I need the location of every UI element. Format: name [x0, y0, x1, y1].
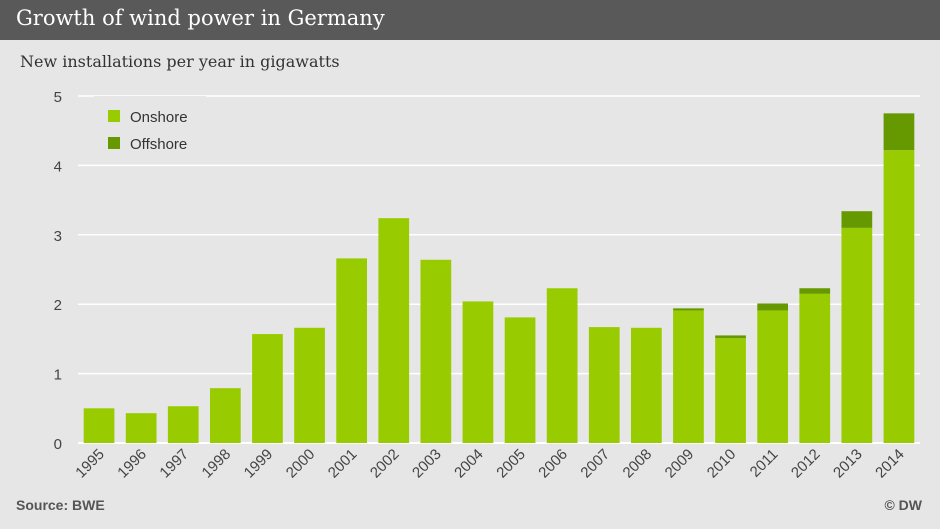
bar-onshore-2004 — [462, 301, 494, 443]
x-tick-label: 2013 — [830, 446, 866, 482]
bar-onshore-2002 — [378, 218, 410, 443]
bar-onshore-2012 — [799, 293, 831, 443]
bar-onshore-1999 — [252, 334, 283, 443]
x-tick-label: 1998 — [199, 446, 235, 482]
y-tick-label: 0 — [54, 436, 62, 453]
legend-swatch-onshore — [108, 110, 120, 122]
chart-title: Growth of wind power in Germany — [16, 6, 385, 30]
bar-onshore-2009 — [673, 310, 704, 443]
bars — [83, 113, 915, 443]
source-note: Source: BWE — [16, 497, 105, 513]
bar-onshore-2007 — [588, 327, 620, 443]
x-tick-label: 2002 — [367, 446, 403, 482]
x-tick-label: 1997 — [156, 446, 192, 482]
credit-note: © DW — [884, 497, 922, 513]
bar-onshore-2006 — [546, 288, 578, 443]
bar-onshore-2014 — [883, 150, 915, 443]
bar-onshore-2013 — [841, 227, 873, 443]
bar-onshore-2003 — [420, 259, 452, 443]
bar-onshore-2005 — [504, 317, 536, 443]
bar-offshore-2012 — [799, 288, 831, 294]
x-tick-label: 2008 — [620, 446, 656, 482]
y-tick-label: 5 — [54, 89, 62, 106]
x-tick-label: 2012 — [788, 446, 824, 482]
x-tick-label: 2014 — [872, 446, 908, 482]
bar-onshore-1996 — [125, 413, 157, 443]
x-tick-label: 1996 — [114, 446, 150, 482]
bar-onshore-2010 — [715, 338, 746, 443]
bar-onshore-1998 — [209, 388, 241, 443]
legend: Onshore Offshore — [94, 96, 206, 160]
bar-onshore-2001 — [336, 258, 368, 443]
legend-swatch-offshore — [108, 137, 120, 149]
legend-label-offshore: Offshore — [130, 136, 187, 153]
bar-offshore-2011 — [757, 303, 789, 311]
legend-label-onshore: Onshore — [130, 109, 188, 126]
x-tick-label: 2011 — [747, 446, 782, 481]
y-tick-label: 3 — [54, 228, 62, 245]
bar-offshore-2009 — [673, 308, 704, 311]
x-tick-label: 2010 — [704, 446, 740, 482]
y-axis-ticks: 0 1 2 3 4 5 — [54, 89, 62, 453]
y-tick-label: 4 — [54, 158, 62, 175]
bar-offshore-2013 — [841, 211, 873, 228]
x-tick-label: 2005 — [493, 446, 529, 482]
chart-subtitle: New installations per year in gigawatts — [20, 52, 340, 71]
x-axis-ticks: 1995 1996 1997 1998 1999 2000 2001 2002 2003 2004… — [72, 446, 908, 482]
bar-offshore-2010 — [715, 335, 746, 339]
legend-box — [94, 96, 206, 160]
title-bar: Growth of wind power in Germany — [0, 0, 940, 40]
bar-onshore-2011 — [757, 310, 789, 443]
x-tick-label: 2006 — [535, 446, 571, 482]
bar-offshore-2014 — [883, 113, 915, 151]
x-tick-label: 1999 — [241, 446, 277, 482]
y-tick-label: 2 — [54, 297, 62, 314]
x-tick-label: 2007 — [577, 446, 613, 482]
x-tick-label: 2001 — [325, 446, 361, 482]
x-tick-label: 2003 — [409, 446, 445, 482]
bar-onshore-2008 — [630, 327, 662, 443]
y-tick-label: 1 — [54, 367, 62, 384]
x-tick-label: 2000 — [283, 446, 319, 482]
bar-onshore-1997 — [167, 406, 199, 443]
bar-onshore-2000 — [294, 327, 325, 443]
x-tick-label: 2009 — [662, 446, 698, 482]
x-tick-label: 1995 — [72, 446, 108, 482]
x-tick-label: 2004 — [451, 446, 487, 482]
bar-onshore-1995 — [83, 408, 115, 443]
